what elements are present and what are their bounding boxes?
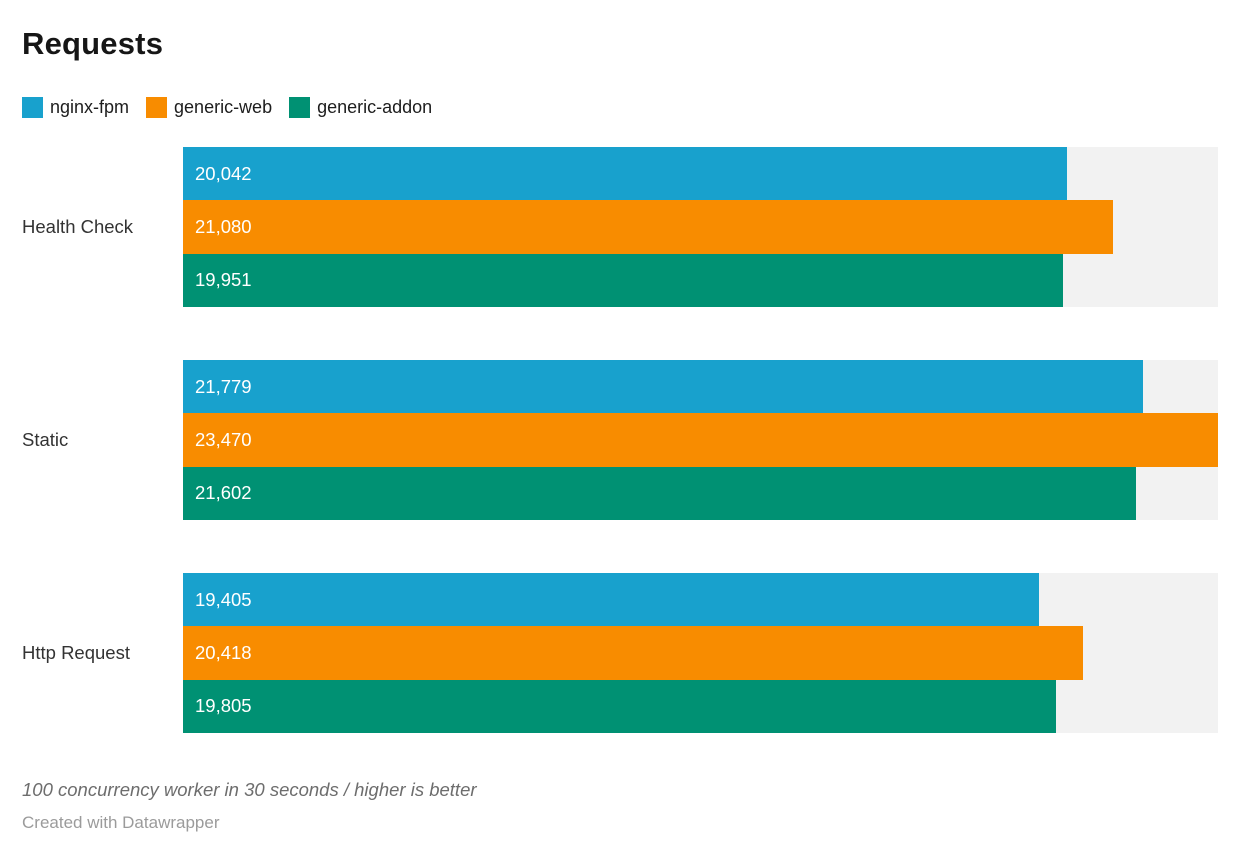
- bar-nginx-fpm: 21,779: [183, 359, 1144, 414]
- bar-track: 21,080: [183, 200, 1218, 254]
- bar-generic-web: 20,418: [183, 626, 1084, 680]
- bar-rows: 21,779 23,470 21,602: [183, 359, 1218, 520]
- bar-track: 19,805: [183, 679, 1218, 733]
- bar-value-label: 20,418: [195, 641, 252, 663]
- bar-generic-addon: 19,805: [183, 679, 1057, 733]
- bar-group-health-check: Health Check 20,042 21,080 19,951: [22, 147, 1218, 307]
- bar-generic-web: 23,470: [183, 413, 1218, 467]
- legend-label: generic-addon: [317, 97, 433, 117]
- bar-chart: Health Check 20,042 21,080 19,951: [22, 147, 1218, 733]
- bar-rows: 19,405 20,418 19,805: [183, 572, 1218, 733]
- bar-value-label: 19,405: [195, 588, 252, 610]
- footer-note: 100 concurrency worker in 30 seconds / h…: [22, 778, 477, 800]
- datawrapper-attribution: Created with Datawrapper: [22, 812, 220, 832]
- bar-rows: 20,042 21,080 19,951: [183, 147, 1218, 307]
- bar-value-label: 19,951: [195, 269, 252, 291]
- bar-value-label: 20,042: [195, 162, 252, 184]
- category-label: Static: [22, 428, 69, 450]
- legend-swatch-generic-addon: [289, 97, 311, 118]
- legend-item-nginx-fpm: nginx-fpm: [22, 97, 129, 118]
- bar-group-http-request: Http Request 19,405 20,418 19,805: [22, 572, 1218, 733]
- bar-value-label: 21,080: [195, 215, 252, 237]
- bar-value-label: 19,805: [195, 695, 252, 717]
- bar-value-label: 23,470: [195, 428, 252, 450]
- legend-swatch-nginx-fpm: [22, 97, 43, 118]
- bar-group-static: Static 21,779 23,470 21,602: [22, 359, 1218, 520]
- bar-value-label: 21,602: [195, 482, 252, 504]
- legend-swatch-generic-web: [146, 97, 168, 118]
- bar-track: 20,042: [183, 147, 1218, 201]
- bar-track: 23,470: [183, 413, 1218, 467]
- category-label: Health Check: [22, 215, 134, 237]
- bar-track: 20,418: [183, 626, 1218, 680]
- legend-item-generic-web: generic-web: [146, 97, 272, 118]
- legend-label: nginx-fpm: [50, 97, 130, 117]
- bar-nginx-fpm: 19,405: [183, 572, 1039, 627]
- legend-label: generic-web: [174, 97, 273, 117]
- bar-nginx-fpm: 20,042: [183, 147, 1067, 201]
- chart-title: Requests: [22, 26, 164, 61]
- bar-track: 19,405: [183, 572, 1218, 627]
- bar-value-label: 21,779: [195, 375, 252, 397]
- bar-track: 21,602: [183, 466, 1218, 520]
- bar-track: 19,951: [183, 253, 1218, 307]
- bar-generic-addon: 21,602: [183, 466, 1136, 520]
- legend-item-generic-addon: generic-addon: [289, 97, 432, 118]
- bar-generic-web: 21,080: [183, 200, 1113, 254]
- legend: nginx-fpm generic-web generic-addon: [22, 97, 1218, 118]
- category-label: Http Request: [22, 641, 130, 663]
- bar-track: 21,779: [183, 359, 1218, 414]
- bar-generic-addon: 19,951: [183, 253, 1063, 307]
